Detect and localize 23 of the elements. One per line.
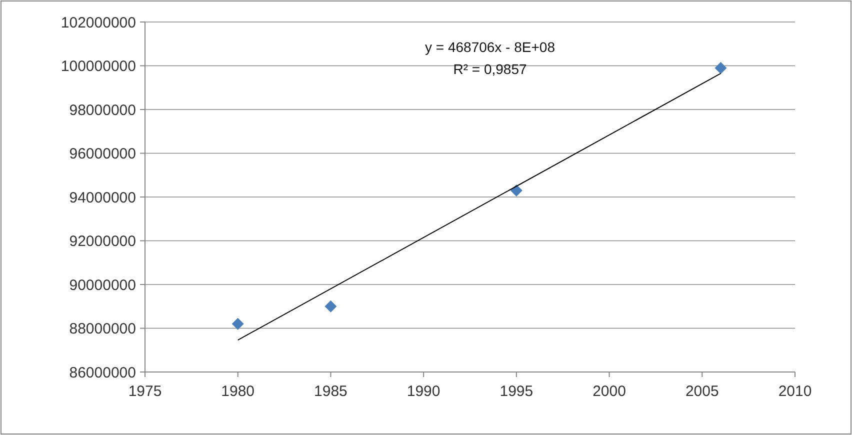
x-tick-label: 1995 <box>500 383 534 400</box>
y-tick-label: 98000000 <box>69 102 136 119</box>
point <box>324 300 337 312</box>
y-tick-label: 90000000 <box>69 276 136 294</box>
x-tick-label: 1980 <box>221 383 255 400</box>
y-tick-label: 94000000 <box>69 189 136 206</box>
y-tick-label: 86000000 <box>69 364 136 382</box>
x-tick-label: 1990 <box>406 383 440 400</box>
x-tick-label: 2000 <box>592 383 626 400</box>
x-tick-label: 1985 <box>314 383 348 400</box>
y-tick-label: 88000000 <box>69 320 136 338</box>
y-tick-label: 102000000 <box>60 14 136 32</box>
y-tick-label: 92000000 <box>69 233 136 250</box>
y-tick-label: 96000000 <box>69 146 136 162</box>
point <box>714 62 727 74</box>
x-tick-label: 1975 <box>128 383 162 400</box>
point <box>232 318 244 330</box>
x-tick-label: 2010 <box>778 383 812 400</box>
point <box>510 184 522 196</box>
x-tick-label: 2005 <box>685 383 719 400</box>
annotation: R² = 0,9857 <box>453 61 527 77</box>
y-tick-label: 100000000 <box>60 58 136 75</box>
annotation: y = 468706x - 8E+08 <box>425 39 556 55</box>
